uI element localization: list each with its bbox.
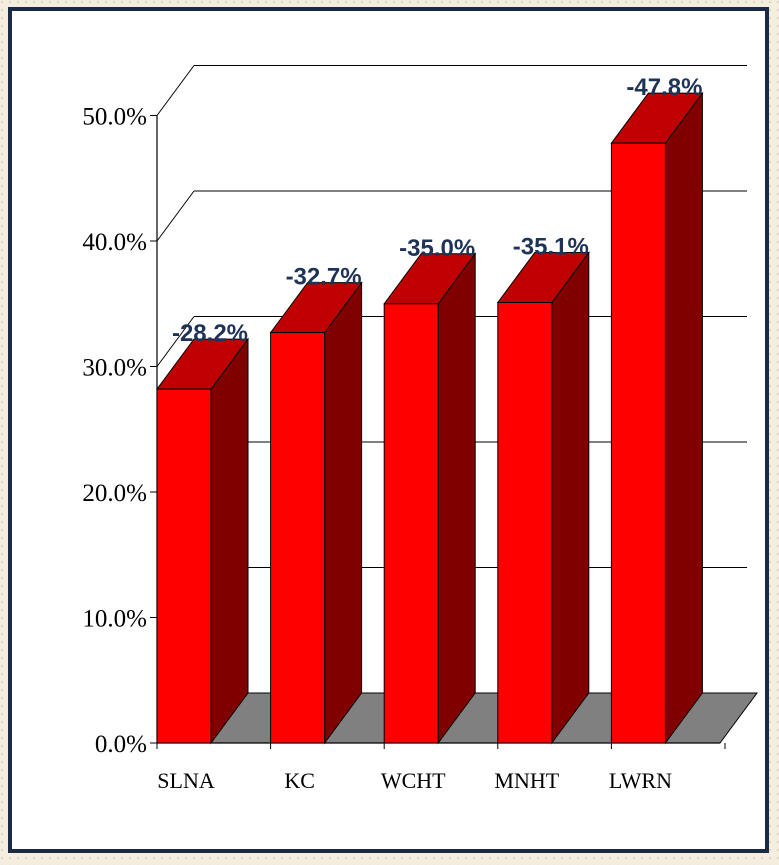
bar (270, 332, 326, 744)
gridline-depth (156, 65, 195, 116)
x-tick-label: LWRN (609, 768, 672, 793)
x-tick-label: SLNA (157, 768, 215, 793)
x-tick-label: WCHT (381, 768, 446, 793)
x-tick-label: MNHT (494, 768, 559, 793)
data-label: -35.1% (513, 233, 589, 260)
bar (610, 142, 666, 744)
data-label: -28.2% (172, 320, 248, 347)
data-label: -47.8% (626, 74, 702, 101)
x-tick-label: KC (284, 768, 315, 793)
bar-side (437, 252, 476, 745)
y-tick-label: 20.0% (82, 480, 147, 507)
y-tick-label: 40.0% (82, 229, 147, 256)
bar-side (324, 281, 363, 745)
bar-side (210, 337, 249, 745)
y-tick-label: 10.0% (82, 606, 147, 633)
y-tick-label: 50.0% (82, 104, 147, 131)
bar-side (551, 250, 590, 745)
data-label: -35.0% (399, 235, 475, 262)
gridline-depth (156, 316, 195, 367)
gridline-depth (156, 190, 195, 242)
y-tick-label: 0.0% (95, 731, 147, 758)
data-label: -32.7% (286, 264, 362, 291)
bar (156, 388, 212, 744)
bar (497, 301, 553, 744)
y-tick-label: 30.0% (82, 355, 147, 382)
bar-side (664, 91, 703, 745)
bar (383, 303, 439, 744)
